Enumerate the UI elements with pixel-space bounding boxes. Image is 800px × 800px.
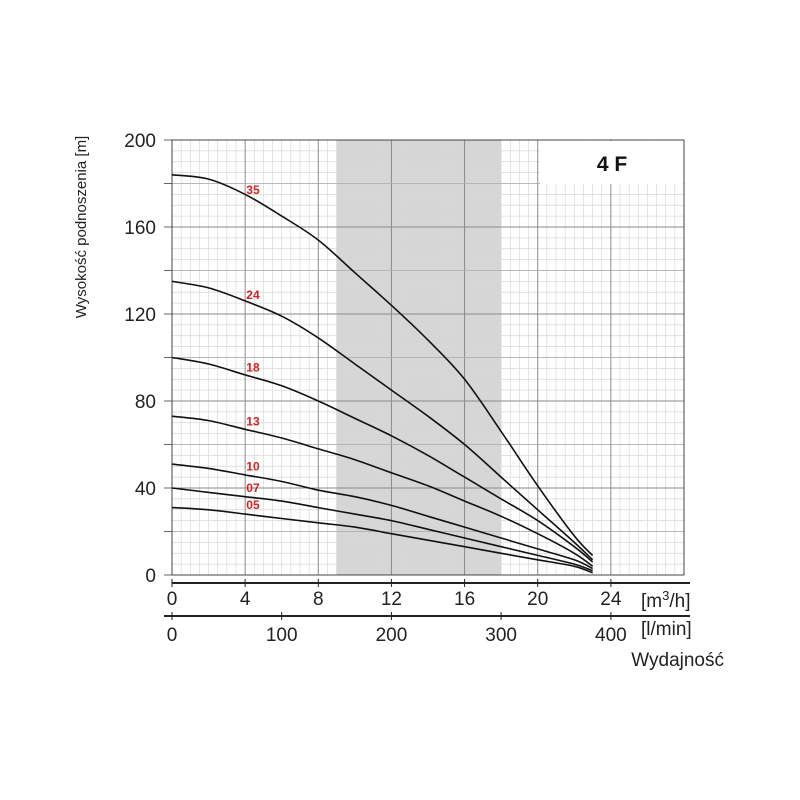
y-tick-label: 160 [124, 218, 156, 239]
curve-07 [171, 487, 593, 572]
x-tick-label-primary: 12 [381, 589, 402, 610]
curve-label-07: 07 [246, 481, 260, 495]
x-tick-label-primary: 24 [600, 589, 622, 610]
x-tick-label-primary: 4 [240, 589, 251, 610]
y-tick-label: 40 [135, 479, 156, 500]
y-tick-labels: 0 40 80 120 160 200 [124, 131, 156, 587]
curve-label-13: 13 [246, 414, 260, 428]
model-label-box [540, 141, 683, 184]
x-tick-labels-primary: 0 4 8 12 16 20 24 [167, 579, 622, 610]
x-axis-title: Wydajność [631, 650, 724, 671]
curve-label-24: 24 [246, 288, 260, 302]
model-label: 4 F [597, 153, 628, 176]
curve-24 [171, 280, 594, 561]
y-tick-label: 120 [124, 305, 156, 326]
x-tick-label-primary: 8 [313, 589, 324, 610]
curve-label-35: 35 [246, 183, 260, 197]
x-tick-label-secondary: 0 [167, 625, 178, 646]
x-unit-secondary: [l/min] [641, 619, 692, 640]
x-tick-label-secondary: 100 [266, 625, 298, 646]
x-tick-label-primary: 16 [454, 589, 475, 610]
curve-18 [171, 356, 594, 563]
curve-10 [171, 463, 593, 570]
curve-35 [171, 174, 594, 556]
y-tick-label: 80 [135, 392, 156, 413]
x-tick-label-primary: 20 [527, 589, 548, 610]
y-axis-title: Wysokość podnoszenia [m] [73, 136, 90, 318]
x-unit-primary: [m3/h] [641, 588, 690, 613]
curves [171, 174, 594, 574]
curve-label-18: 18 [246, 361, 260, 375]
x-tick-label-primary: 0 [167, 589, 178, 610]
x-tick-label-secondary: 300 [485, 625, 517, 646]
curve-13 [171, 415, 594, 567]
x-tick-label-secondary: 200 [376, 625, 408, 646]
curve-05 [171, 506, 593, 574]
curve-label-10: 10 [246, 460, 260, 474]
x-tick-label-secondary: 400 [595, 625, 627, 646]
y-tick-label: 200 [124, 131, 156, 152]
curve-labels: 35 24 18 13 10 07 05 [246, 183, 260, 512]
y-tick-label: 0 [145, 566, 156, 587]
curve-label-05: 05 [246, 498, 260, 512]
x-tick-labels-secondary: 0 100 200 300 400 [167, 612, 627, 646]
